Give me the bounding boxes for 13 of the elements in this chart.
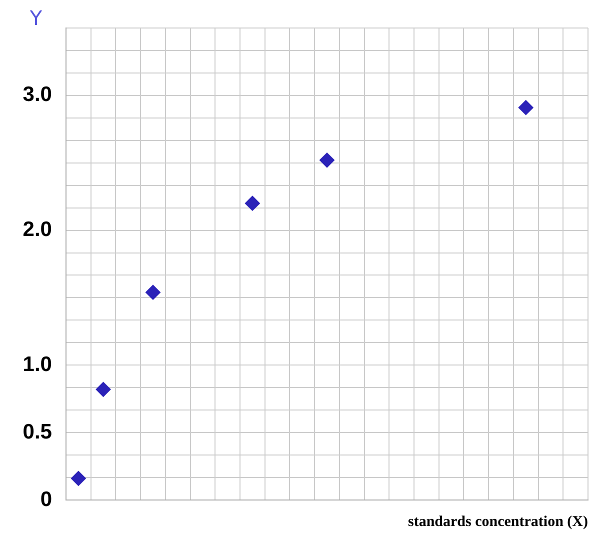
y-tick-label: 3.0: [22, 83, 52, 106]
point: [70, 470, 86, 486]
y-tick-label: 0.5: [22, 420, 52, 444]
point: [146, 284, 160, 300]
point: [320, 152, 334, 168]
x-axis-title: standards concentration (X): [408, 514, 588, 530]
y-tick-label: 0: [40, 488, 52, 511]
y-tick-label: 2.0: [22, 218, 52, 242]
point: [244, 196, 260, 211]
y-axis-title: Y: [28, 6, 43, 30]
point: [96, 382, 111, 397]
y-tick-label: 1.0: [22, 352, 52, 376]
point: [518, 100, 534, 116]
